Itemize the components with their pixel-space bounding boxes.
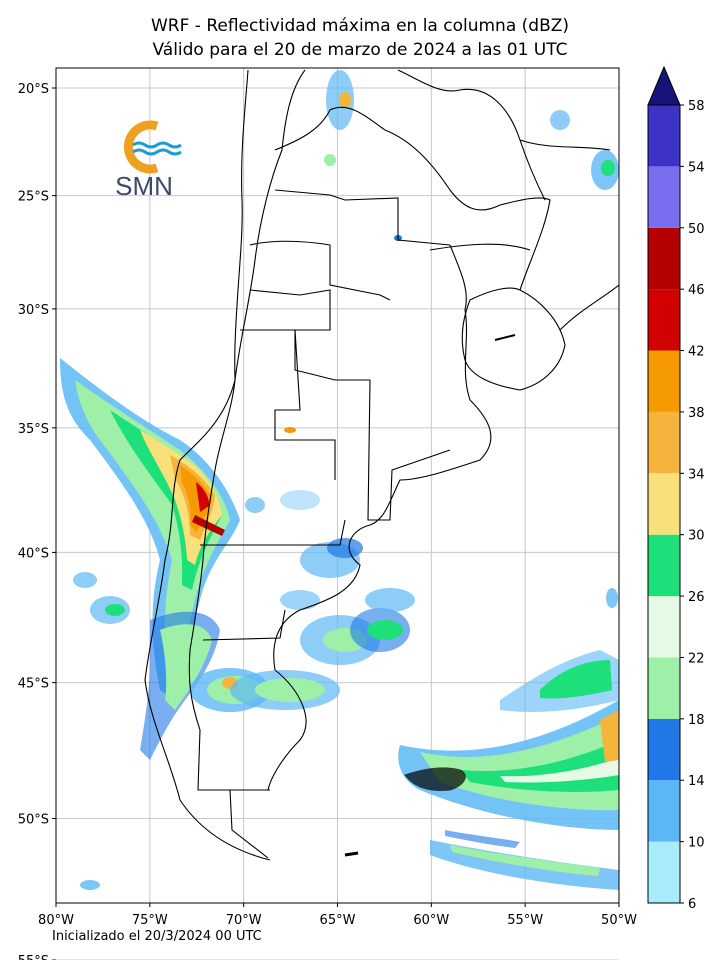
colorbar-bin	[648, 227, 680, 290]
longitude-labels: 80°W 75°W 70°W 65°W 60°W 55°W 50°W	[38, 903, 637, 928]
colorbar-bin	[648, 780, 680, 842]
lon-label: 50°W	[601, 913, 637, 928]
colorbar-bin	[648, 657, 680, 719]
lon-label: 80°W	[38, 913, 74, 928]
colorbar-tick-label: 10	[688, 836, 705, 851]
lat-label: 20°S	[18, 82, 49, 97]
colorbar-bin	[648, 105, 680, 167]
colorbar-tick-label: 42	[688, 345, 705, 360]
lat-label: 55°S	[18, 954, 49, 960]
lon-label: 65°W	[320, 913, 356, 928]
smn-logo: SMN	[115, 120, 182, 201]
lat-label: 50°S	[18, 813, 49, 828]
colorbar-tick-label: 38	[688, 406, 705, 421]
colorbar-bin	[648, 411, 680, 474]
colorbar-bin	[648, 718, 680, 781]
lon-label: 70°W	[226, 913, 262, 928]
lat-label: 40°S	[18, 546, 49, 561]
map-subtitle: Válido para el 20 de marzo de 2024 a las…	[152, 40, 568, 60]
colorbar-bin	[648, 350, 680, 412]
colorbar-bin	[648, 841, 680, 903]
colorbar-bin	[648, 166, 680, 228]
lat-label: 35°S	[18, 422, 49, 437]
colorbar: 6 10 14 18 22 26 30 34 38 42 46 50 54 58	[647, 65, 705, 912]
colorbar-tick-label: 18	[688, 713, 705, 728]
lon-label: 55°W	[507, 913, 543, 928]
reflectivity-field	[60, 70, 619, 890]
lat-label: 25°S	[18, 190, 49, 205]
colorbar-tick-label: 54	[688, 160, 705, 175]
colorbar-tick-label: 14	[688, 774, 705, 789]
political-borders	[144, 69, 619, 861]
colorbar-tick-label: 46	[688, 283, 705, 298]
colorbar-tick-label: 30	[688, 529, 705, 544]
colorbar-bin	[648, 534, 680, 597]
lat-label: 45°S	[18, 677, 49, 692]
colorbar-tick-label: 34	[688, 467, 705, 482]
colorbar-frame	[647, 104, 681, 904]
map-title: WRF - Reflectividad máxima en la columna…	[150, 16, 570, 36]
lon-label: 60°W	[413, 913, 449, 928]
colorbar-tick-label: 58	[688, 99, 705, 114]
logo-wave-2	[132, 148, 182, 156]
logo-wave-1	[132, 141, 182, 149]
colorbar-tick-label: 26	[688, 590, 705, 605]
colorbar-tick-label: 50	[688, 222, 705, 237]
colorbar-bin	[648, 596, 680, 658]
latitude-labels: 20°S 25°S 30°S 35°S 40°S 45°S 50°S 55°S	[18, 82, 56, 960]
initialization-text: Inicializado el 20/3/2024 00 UTC	[52, 929, 262, 944]
logo-orange-arc	[123, 120, 159, 174]
lon-label: 75°W	[132, 913, 168, 928]
logo-text: SMN	[115, 171, 173, 201]
lat-label: 30°S	[18, 303, 49, 318]
colorbar-extend-triangle	[647, 65, 681, 106]
colorbar-bin	[648, 289, 680, 351]
colorbar-tick-label: 6	[688, 897, 696, 912]
colorbar-bin	[648, 473, 680, 535]
colorbar-tick-label: 22	[688, 651, 705, 666]
